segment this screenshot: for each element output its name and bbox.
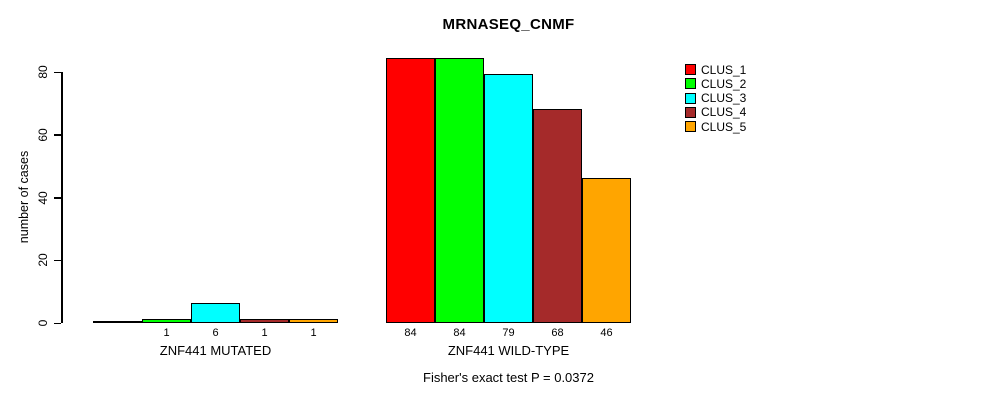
y-tick-label: 20 (36, 253, 50, 267)
bar-value-label: 79 (502, 327, 515, 339)
bar-value-label: 84 (453, 327, 466, 339)
y-tick-mark (54, 197, 61, 199)
y-axis-line (61, 72, 63, 323)
bar-CLUS_1 (386, 58, 435, 323)
bar-value-label: 68 (551, 327, 564, 339)
bar-CLUS_1 (93, 321, 142, 323)
bar-CLUS_2 (142, 319, 191, 323)
bar-value-label: 84 (404, 327, 417, 339)
bar-value-label: 1 (163, 327, 170, 339)
y-axis-title: number of cases (17, 150, 31, 244)
legend-swatch-CLUS_1 (685, 64, 696, 75)
bar-CLUS_3 (484, 74, 533, 323)
legend-swatch-CLUS_4 (685, 106, 696, 118)
y-tick-label: 80 (36, 65, 50, 79)
bar-CLUS_2 (435, 58, 484, 323)
bar-value-label: 1 (310, 327, 317, 339)
legend-swatch-CLUS_3 (685, 92, 696, 104)
legend-label-CLUS_3: CLUS_3 (701, 91, 747, 106)
bar-CLUS_4 (533, 109, 582, 323)
y-tick-mark (54, 134, 61, 136)
y-tick-mark (54, 259, 61, 262)
legend-label-CLUS_2: CLUS_2 (701, 76, 747, 91)
bar-value-label: 1 (261, 327, 268, 339)
legend-label-CLUS_4: CLUS_4 (701, 105, 747, 120)
legend-swatch-CLUS_5 (685, 121, 696, 133)
y-tick-label: 60 (36, 128, 50, 142)
group-axis-label: ZNF441 MUTATED (159, 343, 272, 358)
group-axis-label: ZNF441 WILD-TYPE (447, 343, 570, 358)
bar-value-label: 6 (212, 327, 219, 339)
chart-title: MRNASEQ_CNMF (442, 16, 575, 33)
legend-label-CLUS_5: CLUS_5 (701, 119, 747, 134)
y-tick-label: 0 (36, 319, 50, 327)
y-tick-mark (54, 71, 61, 73)
y-tick-mark (54, 322, 61, 324)
bar-value-label: 46 (600, 327, 613, 339)
bar-CLUS_3 (191, 303, 240, 323)
legend-label-CLUS_1: CLUS_1 (701, 62, 747, 77)
bar-CLUS_5 (582, 178, 631, 323)
y-tick-label: 40 (36, 190, 50, 205)
bar-CLUS_5 (289, 319, 338, 323)
fisher-test-annotation: Fisher's exact test P = 0.0372 (423, 370, 594, 385)
legend-swatch-CLUS_2 (685, 78, 696, 90)
bar-CLUS_4 (240, 319, 289, 323)
